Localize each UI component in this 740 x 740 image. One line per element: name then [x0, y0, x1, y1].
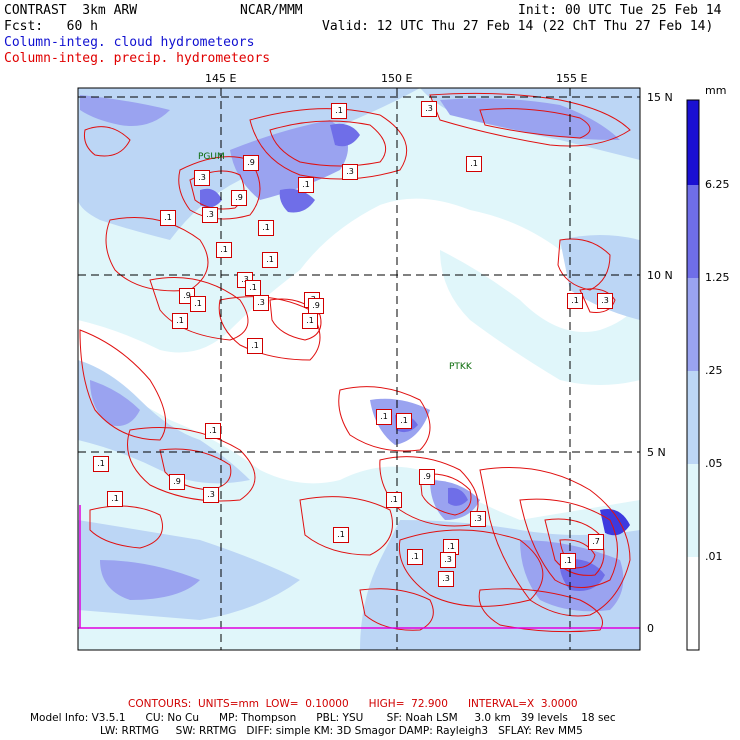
contour-label: .1 — [466, 156, 482, 172]
lat-label-15n: 15 N — [647, 91, 673, 104]
contour-label: .3 — [203, 487, 219, 503]
lon-label-150: 150 E — [381, 72, 413, 85]
grid-lines — [78, 88, 640, 650]
contour-label: .1 — [386, 492, 402, 508]
valid-time: Valid: 12 UTC Thu 27 Feb 14 (22 ChT Thu … — [322, 19, 714, 34]
lat-label-0: 0 — [647, 622, 654, 635]
contour-label: .7 — [588, 534, 604, 550]
plot-frame — [77, 87, 641, 651]
contour-label: .1 — [245, 280, 261, 296]
contour-label: .9 — [231, 190, 247, 206]
colorbar-level-1: .05 — [705, 457, 723, 470]
contour-label: .1 — [376, 409, 392, 425]
colorbar-swatch-3 — [687, 278, 699, 371]
contour-label: .3 — [438, 571, 454, 587]
field-label-precip: Column-integ. precip. hydrometeors — [4, 51, 271, 66]
contour-label: .3 — [342, 164, 358, 180]
center-label: NCAR/MMM — [240, 3, 303, 18]
contour-label: .1 — [560, 553, 576, 569]
contour-label: .9 — [308, 298, 324, 314]
contour-label: .1 — [333, 527, 349, 543]
colorbar — [686, 99, 700, 651]
contour-label: .3 — [194, 170, 210, 186]
contours-info: CONTOURS: UNITS=mm LOW= 0.10000 HIGH= 72… — [128, 698, 578, 710]
colorbar-frame — [686, 99, 700, 651]
colorbar-swatch-4 — [687, 185, 699, 278]
contour-label: .1 — [262, 252, 278, 268]
colorbar-unit: mm — [705, 84, 727, 97]
contour-label: .1 — [247, 338, 263, 354]
contour-label: .1 — [107, 491, 123, 507]
contour-label: .3 — [202, 207, 218, 223]
contour-label: .3 — [470, 511, 486, 527]
colorbar-level-2: .25 — [705, 364, 723, 377]
contour-label: .1 — [298, 177, 314, 193]
contour-label: .3 — [421, 101, 437, 117]
forecast-hour: Fcst: 60 h — [4, 19, 98, 34]
model-title: CONTRAST 3km ARW — [4, 3, 138, 18]
colorbar-swatch-5 — [687, 100, 699, 185]
lon-label-145: 145 E — [205, 72, 237, 85]
contour-label: .1 — [396, 413, 412, 429]
contour-label: .3 — [440, 552, 456, 568]
colorbar-swatch-2 — [687, 371, 699, 464]
lat-label-10n: 10 N — [647, 269, 673, 282]
contour-label: .3 — [253, 295, 269, 311]
contour-label: .9 — [169, 474, 185, 490]
contour-label: .3 — [597, 293, 613, 309]
field-label-cloud: Column-integ. cloud hydrometeors — [4, 35, 255, 50]
init-time: Init: 00 UTC Tue 25 Feb 14 — [518, 3, 722, 18]
model-info-line2: LW: RRTMG SW: RRTMG DIFF: simple KM: 3D … — [100, 725, 583, 737]
contour-label: .1 — [331, 103, 347, 119]
contour-label: .1 — [93, 456, 109, 472]
contour-label: .1 — [160, 210, 176, 226]
station-label-pgum: PGUM — [198, 152, 225, 162]
contour-label: .1 — [216, 242, 232, 258]
colorbar-level-4: 6.25 — [705, 178, 730, 191]
lon-label-155: 155 E — [556, 72, 588, 85]
model-info-line1: Model Info: V3.5.1 CU: No Cu MP: Thompso… — [30, 712, 616, 724]
contour-label: .1 — [567, 293, 583, 309]
colorbar-level-0: .01 — [705, 550, 723, 563]
contour-label: .9 — [243, 155, 259, 171]
colorbar-swatch-1 — [687, 464, 699, 557]
colorbar-swatch-0 — [687, 557, 699, 650]
contour-label: .1 — [190, 296, 206, 312]
contour-label: .1 — [302, 313, 318, 329]
colorbar-level-3: 1.25 — [705, 271, 730, 284]
lat-label-5n: 5 N — [647, 446, 666, 459]
contour-label: .1 — [205, 423, 221, 439]
contour-label: .1 — [258, 220, 274, 236]
station-label-ptkk: PTKK — [449, 362, 472, 372]
contour-label: .9 — [419, 469, 435, 485]
contour-label: .1 — [172, 313, 188, 329]
contour-label: .1 — [407, 549, 423, 565]
